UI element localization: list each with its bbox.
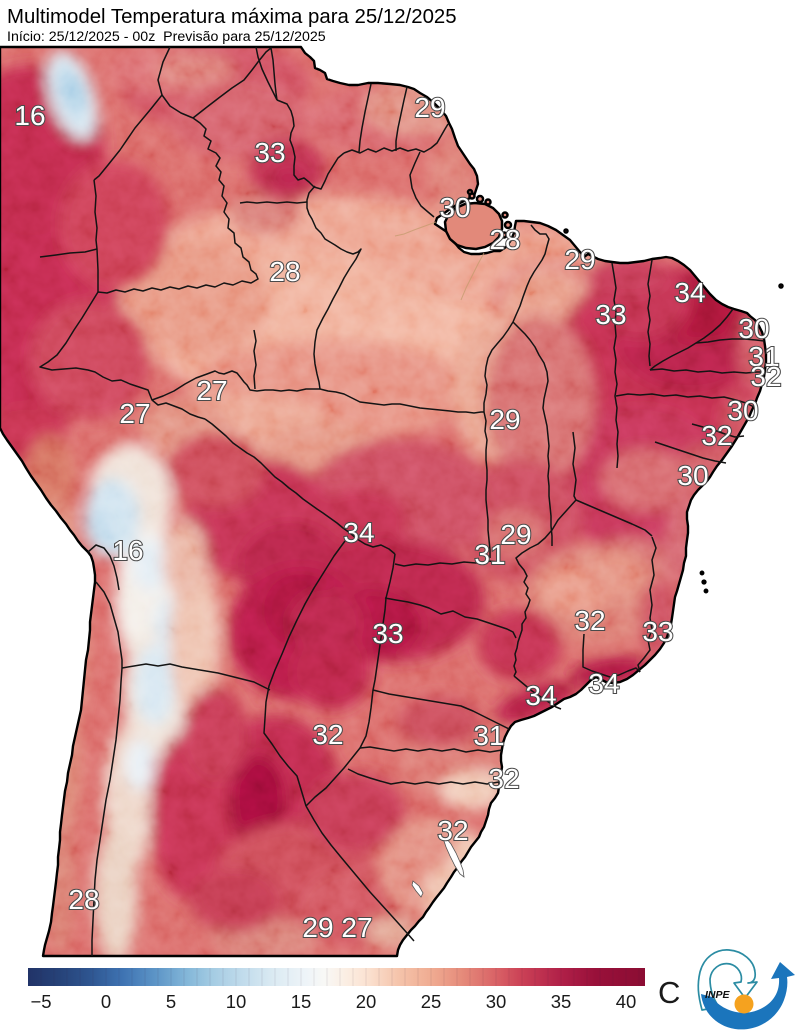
svg-text:30: 30 bbox=[486, 991, 507, 1012]
svg-text:30: 30 bbox=[439, 192, 470, 223]
svg-text:32: 32 bbox=[701, 420, 732, 451]
svg-text:C: C bbox=[658, 975, 680, 1010]
svg-text:28: 28 bbox=[489, 224, 520, 255]
svg-text:32: 32 bbox=[750, 361, 781, 392]
svg-text:33: 33 bbox=[372, 618, 403, 649]
svg-text:INPE: INPE bbox=[705, 989, 731, 1001]
svg-text:33: 33 bbox=[595, 299, 626, 330]
svg-text:40: 40 bbox=[616, 991, 637, 1012]
svg-text:Início: 25/12/2025 - 00z Prev: Início: 25/12/2025 - 00z Previsão para 2… bbox=[7, 29, 326, 45]
svg-text:34: 34 bbox=[588, 668, 619, 699]
svg-text:25: 25 bbox=[421, 991, 442, 1012]
svg-text:29: 29 bbox=[489, 404, 520, 435]
svg-text:28: 28 bbox=[269, 256, 300, 287]
svg-text:33: 33 bbox=[254, 137, 285, 168]
svg-text:10: 10 bbox=[226, 991, 247, 1012]
svg-text:29: 29 bbox=[414, 92, 445, 123]
svg-text:31: 31 bbox=[474, 539, 505, 570]
svg-text:29: 29 bbox=[302, 912, 333, 943]
svg-text:−5: −5 bbox=[30, 991, 51, 1012]
svg-text:31: 31 bbox=[473, 720, 504, 751]
svg-text:29: 29 bbox=[500, 519, 531, 550]
svg-text:34: 34 bbox=[674, 277, 705, 308]
svg-text:27: 27 bbox=[341, 912, 372, 943]
svg-text:16: 16 bbox=[14, 100, 45, 131]
svg-text:27: 27 bbox=[119, 398, 150, 429]
svg-text:5: 5 bbox=[166, 991, 176, 1012]
svg-text:34: 34 bbox=[525, 680, 556, 711]
svg-text:30: 30 bbox=[677, 460, 708, 491]
svg-text:20: 20 bbox=[356, 991, 377, 1012]
svg-text:0: 0 bbox=[101, 991, 111, 1012]
svg-text:28: 28 bbox=[68, 884, 99, 915]
svg-text:31: 31 bbox=[748, 341, 779, 372]
svg-text:Multimodel Temperatura máxima: Multimodel Temperatura máxima para 25/12… bbox=[7, 6, 457, 28]
svg-text:32: 32 bbox=[437, 815, 468, 846]
svg-text:34: 34 bbox=[343, 517, 374, 548]
svg-text:30: 30 bbox=[727, 395, 758, 426]
svg-text:15: 15 bbox=[291, 991, 312, 1012]
svg-text:32: 32 bbox=[488, 763, 519, 794]
svg-text:30: 30 bbox=[738, 313, 769, 344]
svg-text:27: 27 bbox=[196, 375, 227, 406]
svg-text:32: 32 bbox=[312, 719, 343, 750]
svg-text:29: 29 bbox=[564, 244, 595, 275]
svg-text:33: 33 bbox=[642, 616, 673, 647]
svg-text:35: 35 bbox=[551, 991, 572, 1012]
svg-text:32: 32 bbox=[574, 605, 605, 636]
svg-text:16: 16 bbox=[112, 535, 143, 566]
